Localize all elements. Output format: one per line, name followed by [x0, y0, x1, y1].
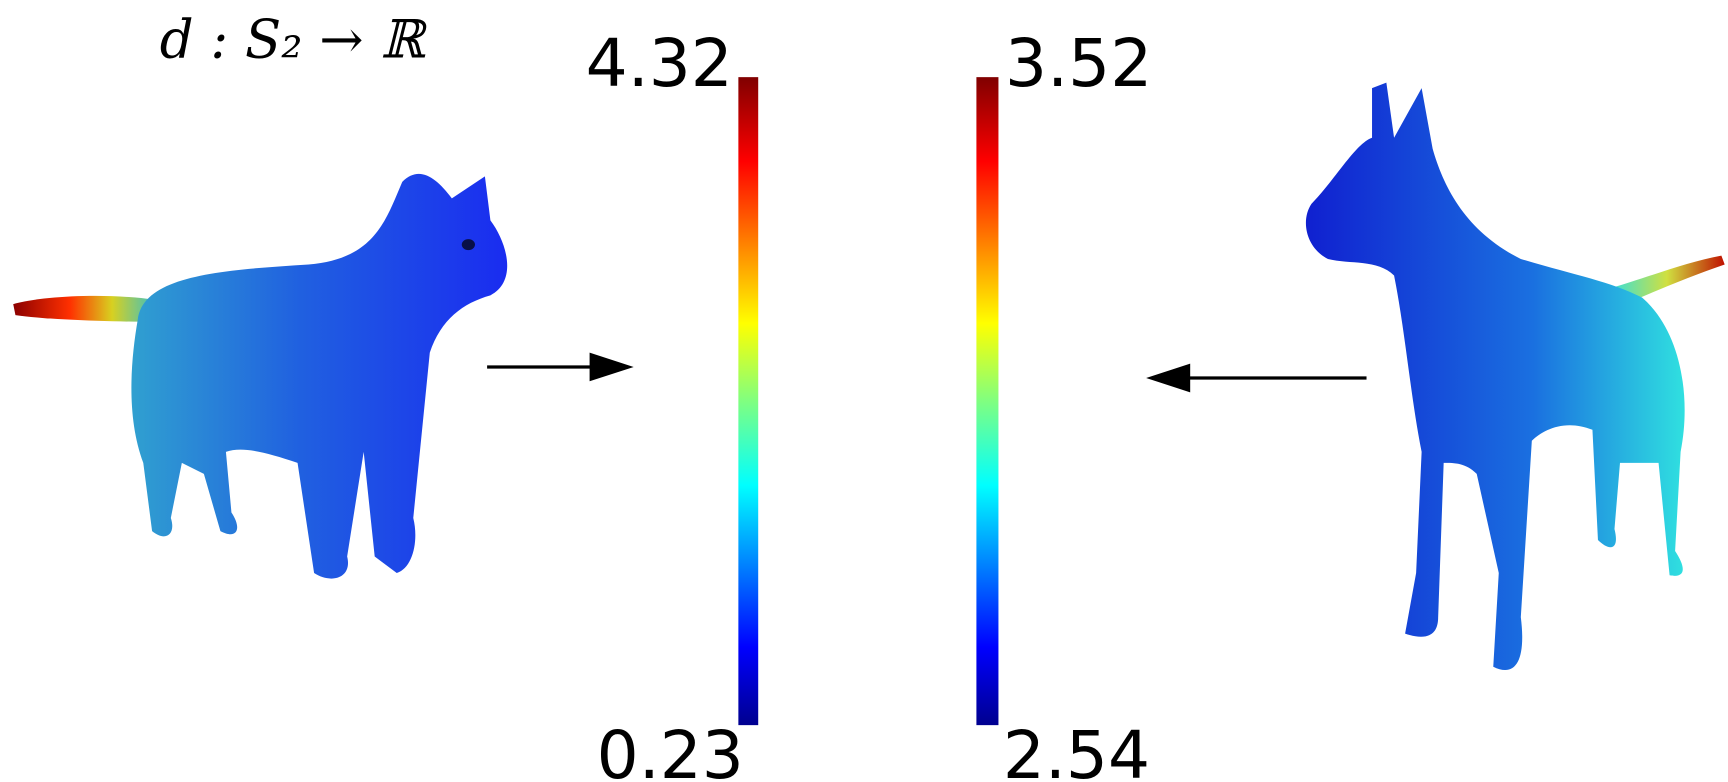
- cat-mesh: [13, 174, 507, 579]
- arrow-head: [590, 353, 634, 382]
- title: d : S₂ → ℝ: [160, 9, 428, 70]
- dog-mesh: [1306, 83, 1725, 670]
- colorbar-min: 0.23: [597, 717, 744, 782]
- page: {"title":"d : S₂ → ℝ","colorbars":[{"max…: [0, 0, 1728, 782]
- figure: d : S₂ → ℝ 4.32 0.23 3.52 2.54: [0, 0, 1728, 782]
- colorbar: [738, 77, 758, 725]
- colorbar-max: 4.32: [586, 25, 733, 102]
- colorbar: [976, 77, 998, 725]
- arrow-head: [1146, 364, 1190, 393]
- colorbar-min: 2.54: [1003, 717, 1150, 782]
- colorbar-max: 3.52: [1005, 25, 1152, 102]
